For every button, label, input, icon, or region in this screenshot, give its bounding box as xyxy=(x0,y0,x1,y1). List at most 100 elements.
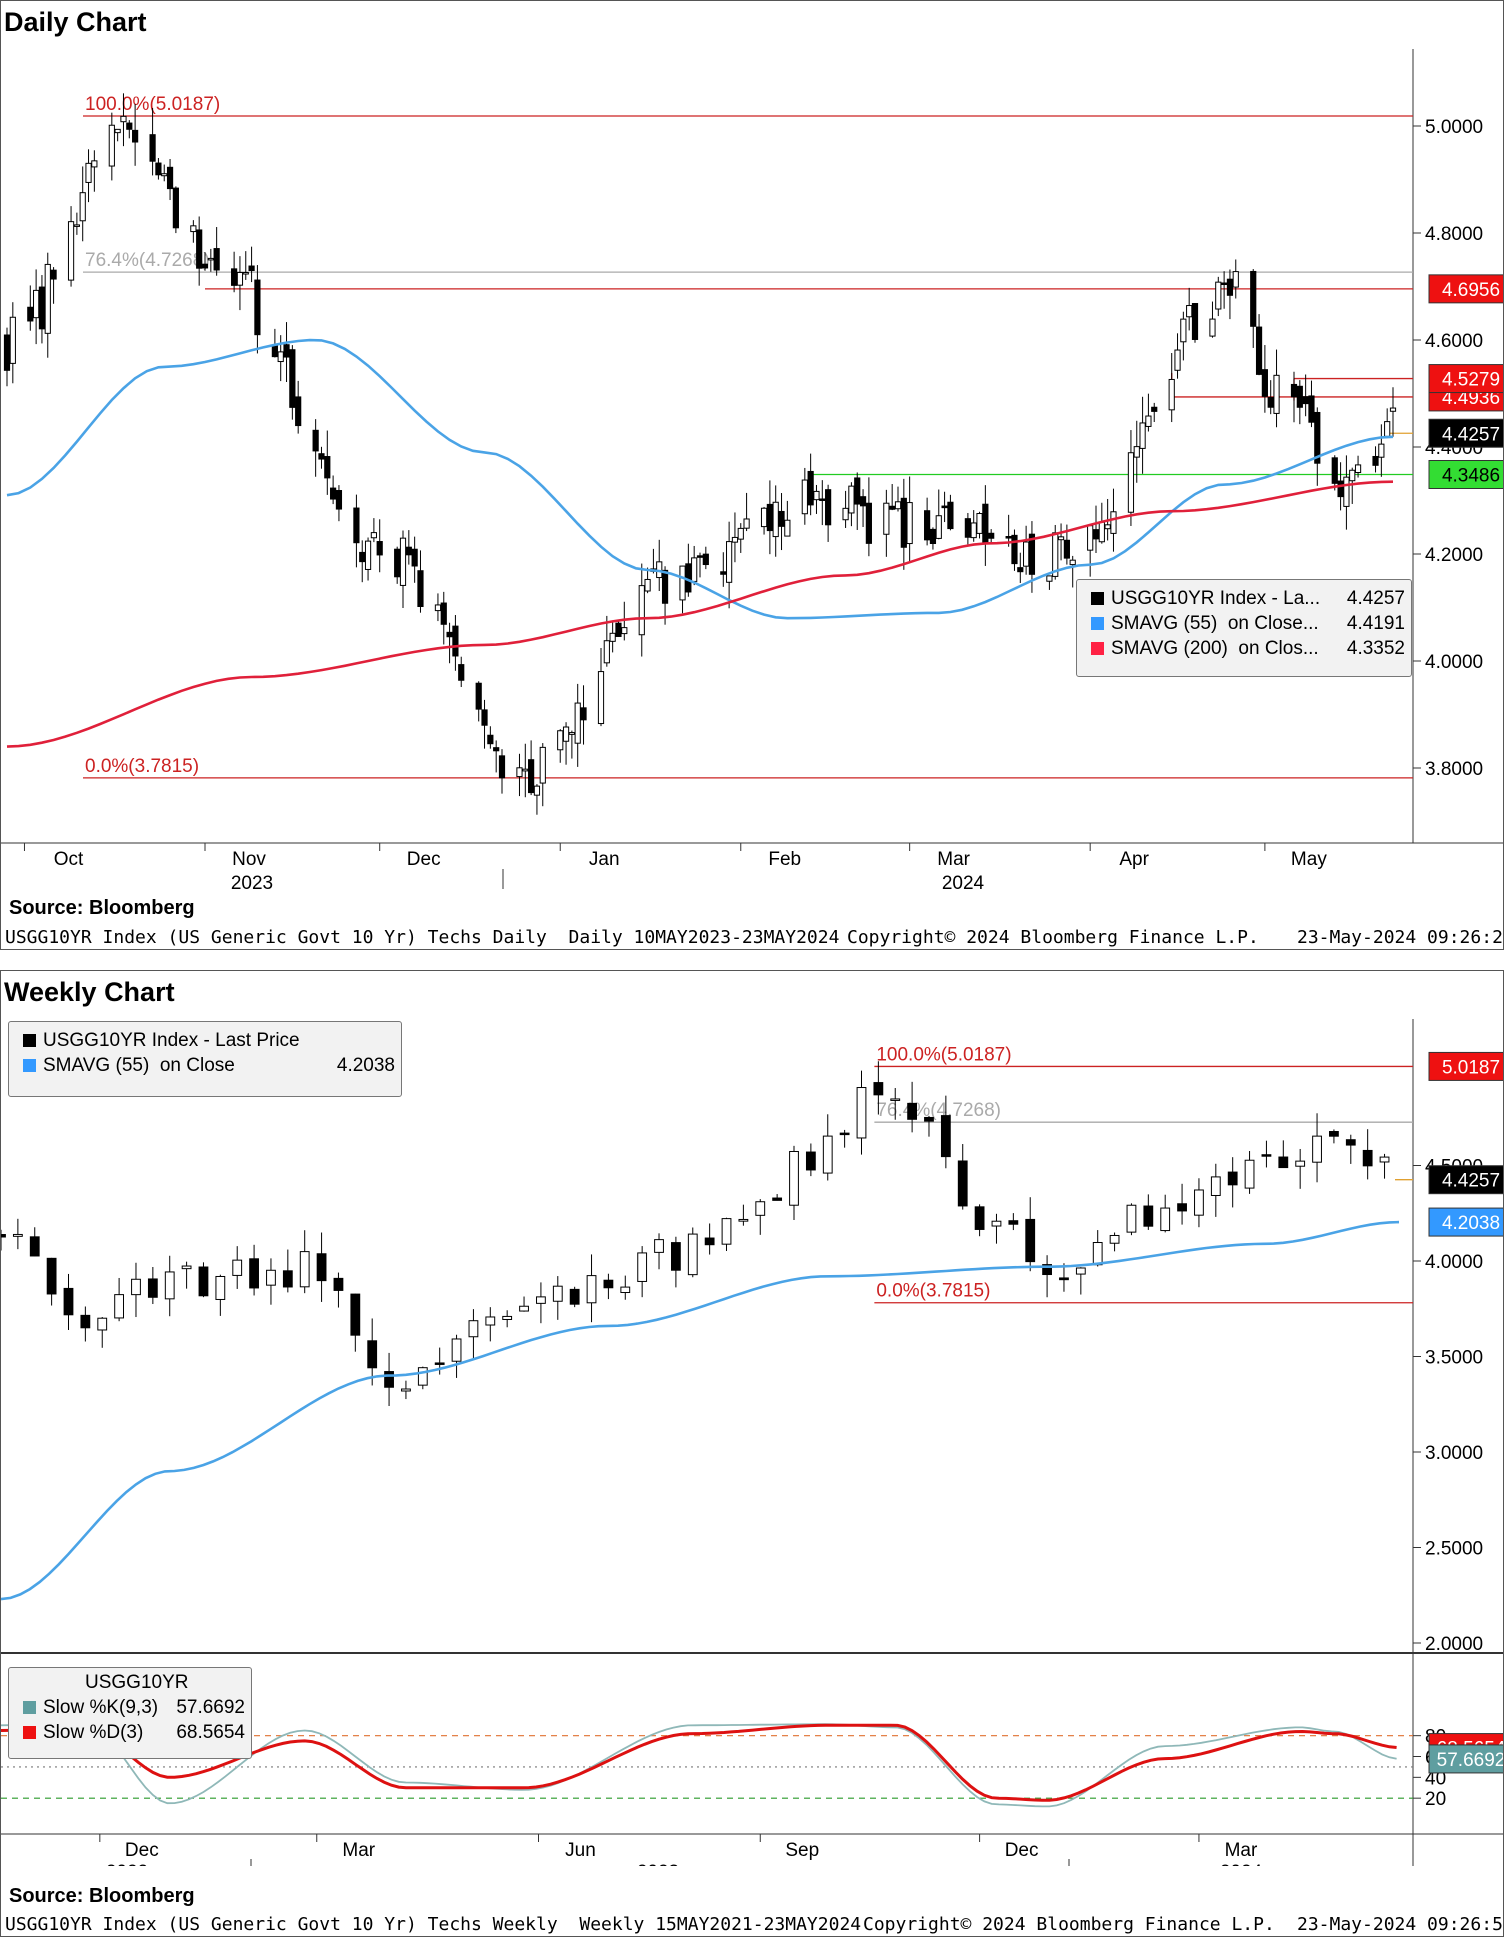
stoch-slow-k-tag-box xyxy=(1428,1744,1503,1774)
weekly-candle-body xyxy=(856,1087,867,1139)
daily-candle-body xyxy=(924,510,931,541)
weekly-candle-body xyxy=(907,1102,918,1120)
weekly-level-tag: 5.0187 xyxy=(1442,1057,1500,1078)
daily-level-tag-box xyxy=(1428,364,1503,394)
daily-candle-body xyxy=(1180,318,1187,343)
daily-year-label: 2024 xyxy=(942,873,985,889)
daily-x-tick-label: Dec xyxy=(407,849,441,870)
weekly-footer-timestamp: 23-May-2024 09:26:50 xyxy=(1297,1914,1504,1935)
weekly-candle-body xyxy=(586,1275,597,1304)
stochastic-legend-item: Slow %D(3) 68.5654 xyxy=(9,1720,251,1745)
weekly-candle-body xyxy=(1295,1160,1306,1167)
daily-candle-body xyxy=(894,501,902,510)
weekly-candle-body xyxy=(131,1278,141,1296)
weekly-legend-value: 4.2038 xyxy=(336,1055,395,1076)
daily-candle-body xyxy=(126,122,133,130)
daily-candle-body xyxy=(1063,539,1070,559)
weekly-candle-body xyxy=(1109,1234,1120,1244)
weekly-candle-body xyxy=(670,1242,681,1271)
daily-candle-body xyxy=(44,263,51,334)
daily-candle-body xyxy=(1023,541,1030,567)
daily-candle-body xyxy=(411,548,418,567)
daily-candle-body xyxy=(696,555,704,558)
daily-candle-body xyxy=(1308,395,1315,423)
daily-candle-body xyxy=(1139,422,1146,449)
weekly-candle-body xyxy=(1194,1189,1204,1216)
daily-candle-body xyxy=(161,173,168,177)
daily-candle-body xyxy=(108,124,115,167)
daily-candle-body xyxy=(743,518,750,529)
weekly-candle-body xyxy=(1312,1135,1322,1163)
stochastic-legend-name: Slow %K(9,3) xyxy=(43,1697,159,1718)
daily-sma200-line xyxy=(6,480,1394,748)
weekly-candle-body xyxy=(164,1271,175,1300)
weekly-x-tick-label: Dec xyxy=(125,1840,159,1861)
weekly-x-tick-label: Jun xyxy=(565,1840,596,1861)
weekly-candle-body xyxy=(97,1317,108,1331)
daily-candle-body xyxy=(207,257,214,261)
daily-candle-body xyxy=(941,505,948,509)
weekly-candle-body xyxy=(789,1150,799,1206)
daily-candle-body xyxy=(417,570,424,607)
daily-legend-name: USGG10YR Index - La... xyxy=(1111,588,1321,609)
daily-chart-title: Daily Chart xyxy=(4,7,147,37)
daily-candle-body xyxy=(679,565,686,601)
weekly-candle-body xyxy=(1227,1171,1238,1186)
daily-candle-body xyxy=(155,162,162,176)
weekly-candle-body xyxy=(46,1257,57,1295)
weekly-legend: USGG10YR Index - Last Price SMAVG (55) on… xyxy=(8,1021,402,1097)
weekly-x-tick-label: Dec xyxy=(1005,1840,1039,1861)
daily-candle-body xyxy=(248,265,255,272)
daily-legend-swatch xyxy=(1091,642,1104,655)
weekly-legend-item: USGG10YR Index - Last Price xyxy=(9,1028,401,1053)
weekly-candle-body xyxy=(12,1233,23,1237)
daily-x-tick-label: May xyxy=(1291,849,1327,870)
daily-y-tick-label: 5.0000 xyxy=(1425,117,1483,138)
weekly-sma55-tag-box xyxy=(1428,1207,1503,1237)
daily-source-label: Source: Bloomberg xyxy=(9,897,195,919)
stoch-slow-k-tag: 57.6692 xyxy=(1437,1750,1503,1771)
daily-candle-body xyxy=(691,557,698,582)
daily-legend-item: SMAVG (200) on Clos... 4.3352 xyxy=(1077,636,1411,661)
daily-candle-body xyxy=(982,503,989,544)
daily-candle-body xyxy=(283,344,290,358)
daily-candle-body xyxy=(597,671,605,725)
weekly-candle-body xyxy=(755,1201,766,1216)
daily-candle-body xyxy=(1011,534,1018,565)
daily-x-tick-label: Jan xyxy=(589,849,620,870)
daily-candle-body xyxy=(1232,271,1239,288)
daily-candle-body xyxy=(353,507,360,544)
daily-candle-body xyxy=(533,785,541,796)
weekly-candle-body xyxy=(839,1132,850,1136)
daily-candle-body xyxy=(976,513,983,534)
weekly-candle-body xyxy=(1126,1204,1137,1233)
daily-candle-body xyxy=(190,225,197,233)
daily-candle-body xyxy=(254,279,261,336)
stochastic-legend-value: 57.6692 xyxy=(176,1697,245,1718)
daily-candle-body xyxy=(603,640,610,664)
daily-candle-body xyxy=(865,502,872,544)
daily-candle-body xyxy=(726,541,733,583)
daily-candle-body xyxy=(318,453,325,460)
daily-candle-body xyxy=(91,160,98,168)
weekly-candle-body xyxy=(637,1252,648,1282)
daily-candle-body xyxy=(73,224,80,227)
weekly-fib-label: 100.0%(5.0187) xyxy=(876,1044,1011,1065)
weekly-last-price-tag: 4.4257 xyxy=(1442,1171,1500,1192)
daily-candle-body xyxy=(737,527,744,540)
daily-candle-body xyxy=(201,263,209,269)
daily-fib-label: 76.4%(4.7268) xyxy=(85,250,210,271)
weekly-candle-body xyxy=(232,1259,243,1276)
stochastic-legend: USGG10YR Slow %K(9,3) 57.6692 Slow %D(3) 68… xyxy=(8,1667,252,1759)
weekly-candle-body xyxy=(1025,1218,1036,1263)
daily-candle-body xyxy=(964,518,971,538)
stochastic-legend-item: Slow %K(9,3) 57.6692 xyxy=(9,1695,251,1720)
daily-candle-body xyxy=(720,571,727,575)
daily-candle-body xyxy=(458,664,465,681)
daily-x-tick-label: Apr xyxy=(1119,849,1149,870)
daily-candle-body xyxy=(1221,282,1228,286)
daily-candle-body xyxy=(935,515,942,539)
daily-legend-value: 4.4191 xyxy=(1346,613,1405,634)
weekly-candle-body xyxy=(1244,1159,1255,1189)
daily-x-tick-label: Nov xyxy=(232,849,266,870)
